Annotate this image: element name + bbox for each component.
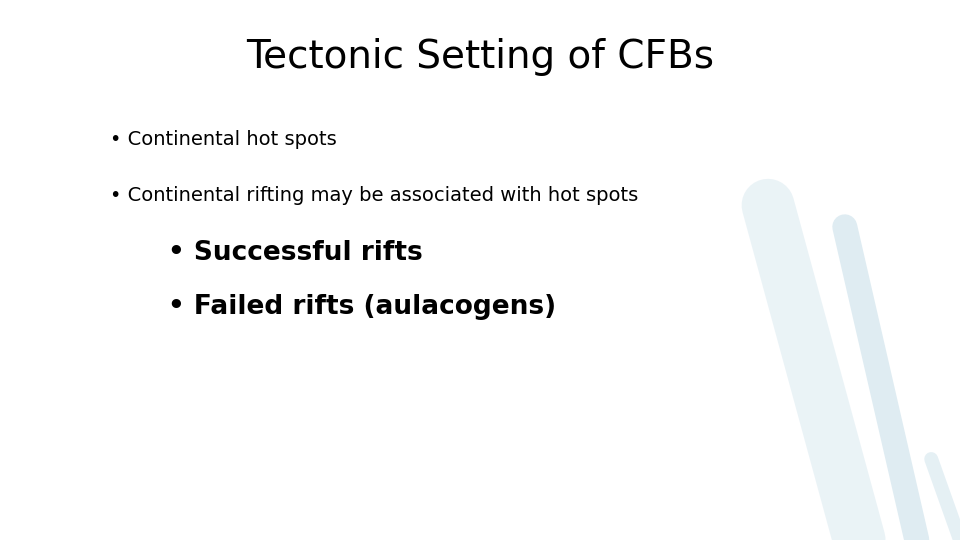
Text: • Continental rifting may be associated with hot spots: • Continental rifting may be associated … <box>110 186 638 205</box>
Text: • Continental hot spots: • Continental hot spots <box>110 130 337 148</box>
Text: Tectonic Setting of CFBs: Tectonic Setting of CFBs <box>246 38 714 76</box>
Text: • Failed rifts (aulacogens): • Failed rifts (aulacogens) <box>168 294 556 320</box>
Text: • Successful rifts: • Successful rifts <box>168 240 422 266</box>
